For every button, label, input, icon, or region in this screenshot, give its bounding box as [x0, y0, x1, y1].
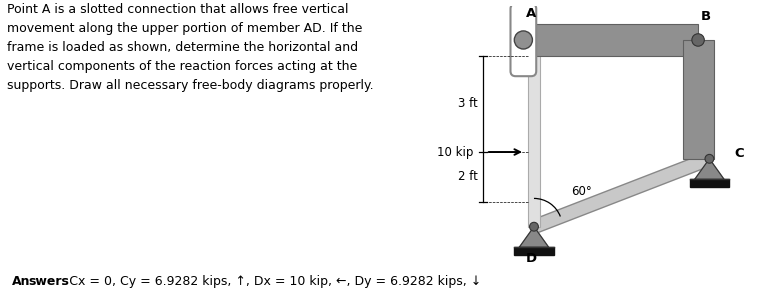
Bar: [534, 24, 698, 55]
Circle shape: [705, 154, 714, 163]
Text: swers: swers: [29, 275, 70, 288]
Text: An: An: [12, 275, 30, 288]
Polygon shape: [695, 159, 724, 179]
Text: B: B: [701, 10, 711, 23]
Circle shape: [529, 222, 539, 231]
Polygon shape: [519, 227, 549, 247]
Bar: [528, 40, 540, 227]
Polygon shape: [690, 179, 729, 188]
FancyBboxPatch shape: [511, 4, 536, 76]
Bar: [683, 40, 714, 159]
Text: 60°: 60°: [571, 185, 591, 198]
Text: D: D: [525, 252, 537, 265]
Text: 3 ft: 3 ft: [458, 97, 477, 110]
Text: C: C: [735, 147, 744, 160]
Circle shape: [514, 31, 532, 49]
Circle shape: [692, 34, 705, 46]
Text: 10 kip: 10 kip: [437, 145, 473, 159]
Polygon shape: [514, 247, 554, 256]
Text: 2 ft: 2 ft: [458, 170, 477, 183]
Text: A: A: [526, 7, 536, 20]
Text: Point A is a slotted connection that allows free vertical
movement along the upp: Point A is a slotted connection that all…: [8, 3, 374, 92]
Text: : Cx = 0, Cy = 6.9282 kips, ↑, Dx = 10 kip, ←, Dy = 6.9282 kips, ↓: : Cx = 0, Cy = 6.9282 kips, ↑, Dx = 10 k…: [61, 275, 482, 288]
